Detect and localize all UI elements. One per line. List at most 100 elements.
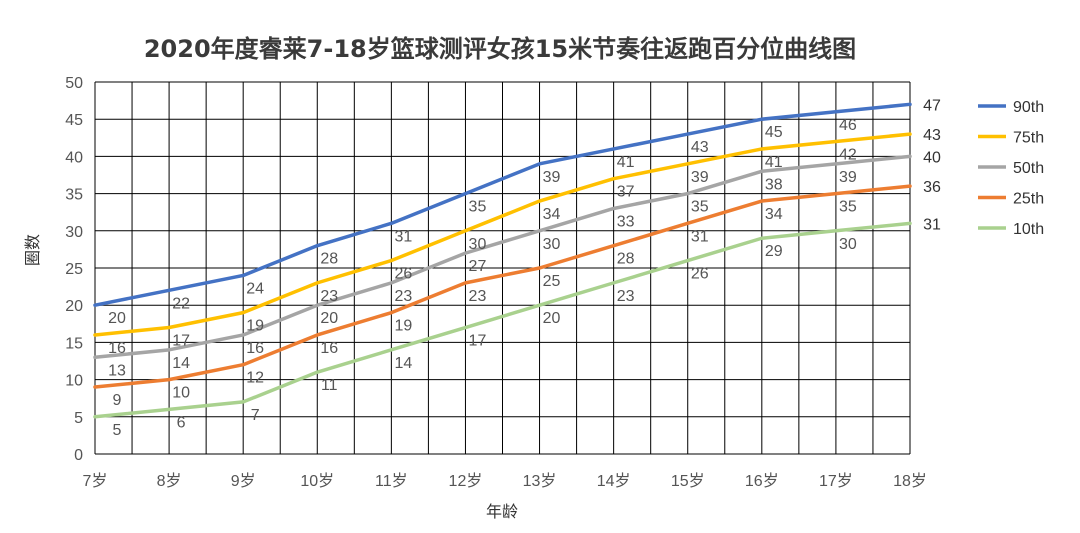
data-label: 46 — [839, 117, 857, 134]
data-label: 9 — [113, 392, 122, 409]
y-tick-label: 10 — [65, 373, 83, 390]
data-label: 41 — [765, 154, 783, 171]
data-label: 34 — [543, 206, 561, 223]
data-label: 7 — [251, 407, 260, 424]
y-tick-label: 50 — [65, 75, 83, 92]
data-label: 33 — [617, 213, 635, 230]
end-value-label: 36 — [923, 179, 941, 196]
data-label: 37 — [617, 184, 635, 201]
end-value-label: 47 — [923, 97, 941, 114]
y-tick-label: 30 — [65, 224, 83, 241]
y-axis-title: 圈数 — [23, 234, 42, 266]
series-line-10th — [93, 221, 912, 419]
data-label: 16 — [246, 340, 264, 357]
x-tick-label: 13岁 — [523, 472, 557, 490]
data-label: 20 — [108, 310, 126, 327]
y-tick-label: 35 — [65, 187, 83, 204]
data-label: 29 — [765, 243, 783, 260]
end-value-label: 40 — [923, 149, 941, 166]
data-labels: 20 22 24 28 31 35 39 41 43 45 46 16 17 19 23 26 30 34 37 39… — [108, 117, 857, 439]
y-tick-label: 5 — [74, 410, 83, 427]
data-label: 23 — [469, 288, 487, 305]
x-tick-label: 7岁 — [83, 472, 108, 490]
x-tick-label: 15岁 — [671, 472, 705, 490]
series-line-90th — [93, 102, 912, 307]
data-label: 6 — [177, 414, 186, 431]
data-label: 27 — [469, 258, 487, 275]
data-label: 41 — [617, 154, 635, 171]
end-value-label: 31 — [923, 216, 941, 233]
axes: 0 5 10 15 20 25 30 35 40 45 50 7岁 8岁 9岁 10岁 11岁 12岁 13岁 14… — [65, 75, 927, 490]
data-label: 30 — [469, 236, 487, 253]
x-tick-label: 12岁 — [449, 472, 483, 490]
data-label: 31 — [691, 228, 709, 245]
y-tick-label: 40 — [65, 149, 83, 166]
data-label: 22 — [172, 295, 190, 312]
data-label: 39 — [543, 169, 561, 186]
x-tick-label: 8岁 — [157, 472, 182, 490]
x-tick-label: 18岁 — [893, 472, 927, 490]
data-label: 34 — [765, 206, 783, 223]
x-tick-label: 11岁 — [375, 472, 408, 490]
end-value-label: 43 — [923, 127, 941, 144]
data-label: 35 — [469, 199, 487, 216]
data-label: 28 — [320, 251, 338, 268]
data-label: 31 — [394, 228, 412, 245]
data-label: 26 — [394, 266, 412, 283]
series-lines — [93, 102, 912, 419]
data-label: 30 — [839, 236, 857, 253]
data-label: 20 — [320, 310, 338, 327]
data-label: 17 — [469, 333, 487, 350]
data-label: 12 — [246, 370, 264, 387]
y-tick-label: 25 — [65, 261, 83, 278]
chart-title: 2020年度睿莱7-18岁篮球测评女孩15米节奏往返跑百分位曲线图 — [144, 35, 856, 63]
data-label: 5 — [113, 422, 122, 439]
data-label: 45 — [765, 124, 783, 141]
data-label: 28 — [617, 251, 635, 268]
data-label: 11 — [321, 377, 338, 394]
x-tick-label: 14岁 — [597, 472, 631, 490]
legend-label: 90th — [1013, 99, 1044, 116]
legend-label: 50th — [1013, 160, 1044, 177]
legend-label: 75th — [1013, 130, 1044, 147]
legend-label: 10th — [1013, 221, 1044, 238]
data-label: 14 — [172, 355, 190, 372]
data-label: 42 — [839, 147, 857, 164]
data-label: 30 — [543, 236, 561, 253]
y-tick-label: 45 — [65, 112, 83, 129]
legend-label: 25th — [1013, 191, 1044, 208]
data-label: 35 — [839, 199, 857, 216]
data-label: 26 — [691, 266, 709, 283]
data-label: 23 — [320, 288, 338, 305]
data-label: 38 — [765, 176, 783, 193]
data-label: 19 — [394, 318, 412, 335]
x-tick-label: 9岁 — [231, 472, 256, 490]
x-axis-title: 年龄 — [486, 502, 518, 521]
y-tick-label: 0 — [74, 447, 83, 464]
data-label: 39 — [839, 169, 857, 186]
data-label: 16 — [320, 340, 338, 357]
grid — [94, 81, 911, 455]
legend: 90th 75th 50th 25th 10th — [978, 99, 1044, 238]
end-labels: 47 43 40 36 31 — [923, 97, 941, 233]
series-line-25th — [93, 184, 912, 389]
data-label: 23 — [394, 288, 412, 305]
data-label: 19 — [246, 318, 264, 335]
x-tick-label: 17岁 — [819, 472, 853, 490]
data-label: 16 — [108, 340, 126, 357]
data-label: 10 — [172, 385, 190, 402]
data-label: 17 — [172, 333, 190, 350]
x-tick-label: 10岁 — [300, 472, 334, 490]
x-tick-label: 16岁 — [745, 472, 779, 490]
data-label: 39 — [691, 169, 709, 186]
data-label: 20 — [543, 310, 561, 327]
y-tick-label: 20 — [65, 298, 83, 315]
data-label: 13 — [108, 362, 126, 379]
data-label: 14 — [394, 355, 412, 372]
y-tick-label: 15 — [65, 335, 83, 352]
data-label: 25 — [543, 273, 561, 290]
data-label: 23 — [617, 288, 635, 305]
data-label: 24 — [246, 280, 264, 297]
